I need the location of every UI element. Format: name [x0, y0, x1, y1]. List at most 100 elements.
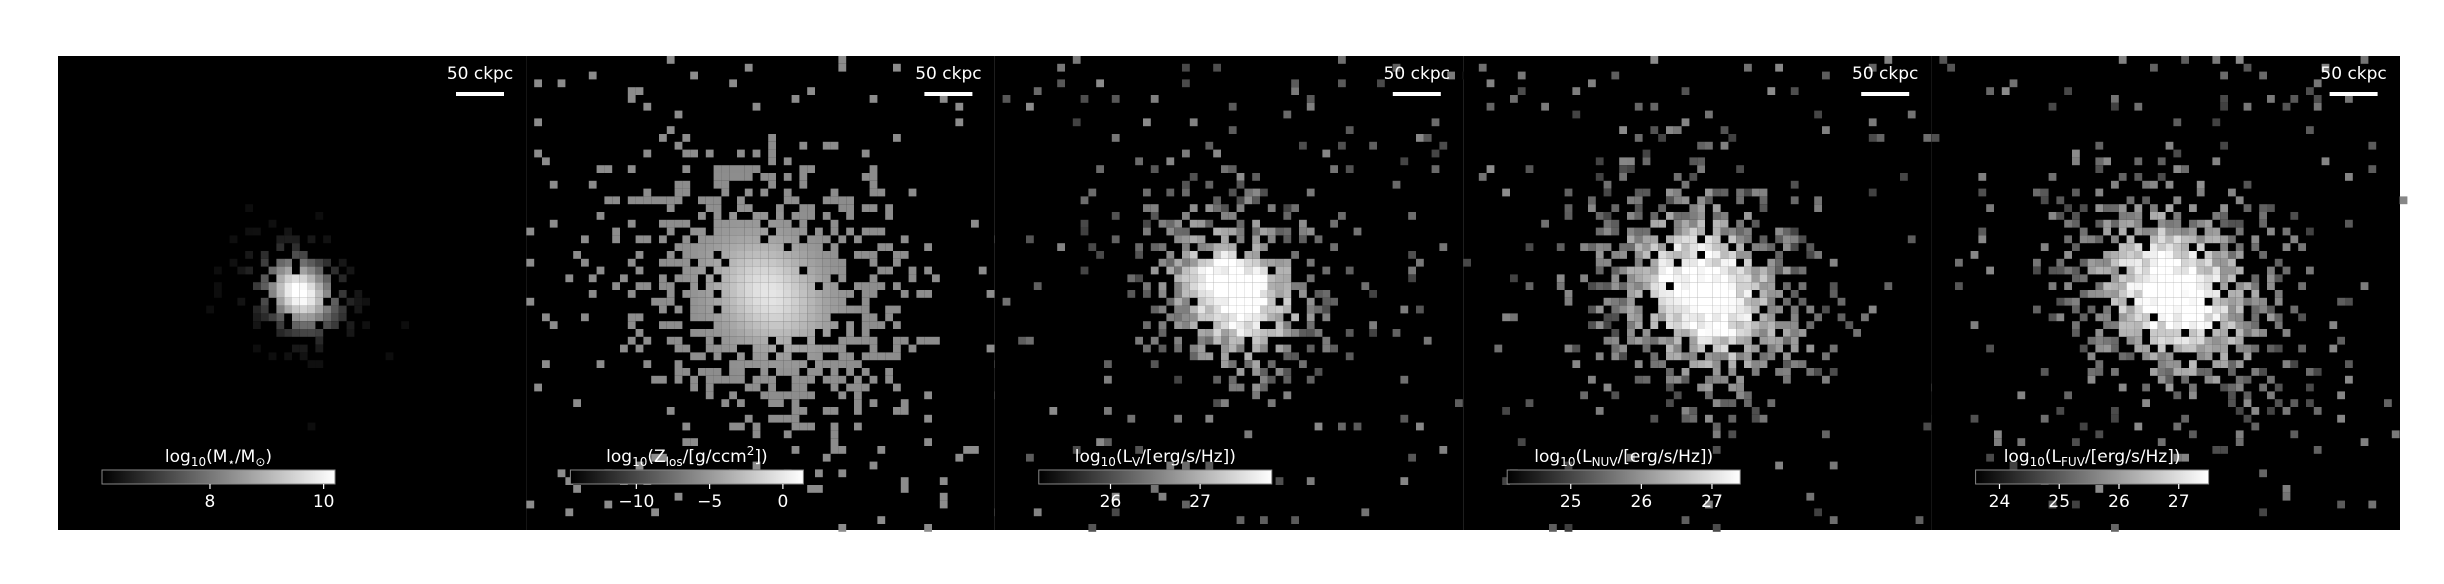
image-pixel [1252, 173, 1260, 181]
image-pixel [737, 251, 745, 259]
image-pixel [1705, 352, 1713, 361]
image-pixel [2126, 274, 2135, 283]
image-pixel [705, 305, 714, 314]
image-pixel [1634, 134, 1643, 142]
image-pixel [869, 399, 878, 407]
image-pixel [869, 282, 878, 290]
image-pixel [2329, 321, 2338, 329]
image-pixel [1681, 227, 1690, 236]
image-pixel [1666, 266, 1674, 275]
image-pixel [331, 266, 339, 275]
image-pixel [2360, 56, 2369, 64]
image-pixel [752, 282, 761, 290]
image-pixel [2204, 368, 2213, 376]
image-pixel [846, 305, 854, 314]
image-pixel [752, 266, 761, 275]
image-pixel [1236, 313, 1245, 322]
image-pixel [2181, 321, 2189, 329]
image-pixel [1494, 344, 1503, 353]
image-pixel [924, 336, 932, 345]
image-pixel [1829, 516, 1838, 524]
image-pixel [299, 282, 308, 290]
image-pixel [900, 477, 909, 485]
image-pixel [737, 313, 745, 322]
image-pixel [1650, 235, 1659, 244]
image-pixel [1236, 235, 1245, 244]
image-pixel [2142, 180, 2150, 189]
image-pixel [1728, 360, 1737, 368]
image-pixel [869, 227, 878, 236]
image-pixel [1080, 266, 1089, 275]
image-pixel [744, 235, 753, 244]
image-pixel [1182, 149, 1190, 158]
image-pixel [760, 360, 769, 368]
image-pixel [2306, 227, 2314, 236]
image-pixel [2150, 352, 2158, 361]
image-pixel [1673, 329, 1682, 337]
image-pixel [315, 258, 324, 267]
image-pixel [807, 243, 815, 251]
image-pixel [1299, 227, 1307, 236]
image-pixel [2126, 321, 2135, 329]
image-pixel [1603, 383, 1612, 392]
image-pixel [1408, 212, 1416, 220]
label-part: ) [265, 447, 272, 467]
image-pixel [744, 414, 753, 423]
image-pixel [2173, 391, 2182, 400]
colorbar [101, 469, 336, 485]
image-pixel [1783, 329, 1791, 337]
image-pixel [1205, 313, 1214, 322]
image-pixel [721, 399, 730, 407]
image-pixel [1127, 414, 1136, 423]
image-pixel [1306, 375, 1315, 384]
image-pixel [1705, 196, 1713, 205]
image-pixel [2228, 266, 2236, 275]
image-pixel [299, 313, 308, 322]
image-pixel [760, 352, 769, 361]
image-pixel [2267, 95, 2275, 103]
image-pixel [1205, 414, 1214, 423]
image-pixel [1868, 134, 1877, 142]
image-pixel [1783, 352, 1791, 361]
image-pixel [2251, 282, 2260, 290]
image-pixel [1111, 134, 1120, 142]
image-pixel [729, 290, 737, 298]
image-pixel [729, 360, 737, 368]
image-pixel [1619, 344, 1627, 353]
image-pixel [1634, 235, 1643, 244]
image-pixel [737, 266, 745, 275]
image-pixel [2204, 305, 2213, 314]
image-pixel [2173, 212, 2182, 220]
image-pixel [1603, 336, 1612, 345]
image-pixel [1595, 227, 1604, 236]
image-pixel [2165, 235, 2174, 244]
image-pixel [666, 290, 675, 298]
image-pixel [807, 352, 815, 361]
image-pixel [783, 173, 792, 181]
image-pixel [807, 258, 815, 267]
image-pixel [1650, 266, 1659, 275]
image-pixel [1158, 321, 1167, 329]
image-pixel [1767, 266, 1776, 275]
image-pixel [822, 274, 831, 283]
image-pixel [893, 282, 901, 290]
image-pixel [1751, 368, 1760, 376]
image-pixel [752, 430, 761, 439]
image-pixel [2079, 227, 2088, 236]
image-pixel [1650, 282, 1659, 290]
image-pixel [2095, 188, 2104, 197]
image-pixel [2048, 313, 2057, 322]
image-pixel [2274, 321, 2283, 329]
image-pixel [1705, 188, 1713, 197]
label-part: 10 [1101, 455, 1116, 469]
image-pixel [838, 336, 847, 345]
image-pixel [744, 165, 753, 173]
image-pixel [2220, 446, 2228, 454]
image-pixel [1689, 157, 1698, 166]
image-pixel [690, 297, 698, 306]
image-pixel [635, 461, 644, 470]
image-pixel [2150, 227, 2158, 236]
image-pixel [2274, 290, 2283, 298]
